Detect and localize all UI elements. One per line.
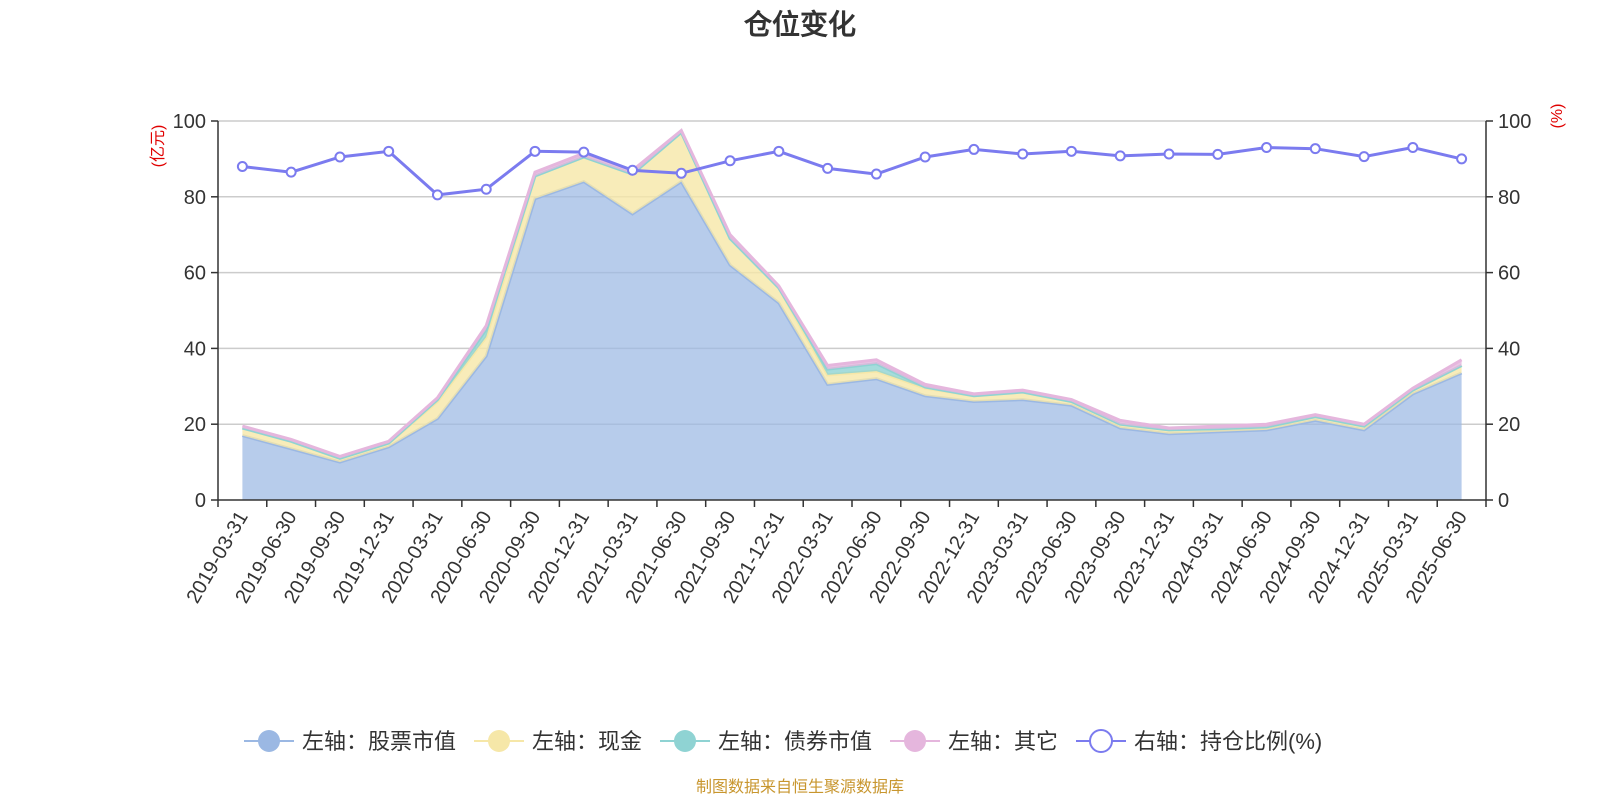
ratio-point[interactable] <box>529 145 541 157</box>
legend-label: 右轴：持仓比例(%) <box>1134 729 1322 754</box>
legend-item-1[interactable]: 左轴：现金 <box>474 729 642 754</box>
ratio-point[interactable] <box>870 168 882 180</box>
legend-marker <box>488 730 510 752</box>
area-0 <box>242 181 1462 500</box>
right-axis-tick-label: 80 <box>1498 187 1520 209</box>
legend-label: 左轴：现金 <box>532 729 642 754</box>
ratio-point[interactable] <box>822 162 834 174</box>
ratio-point[interactable] <box>285 166 297 178</box>
ratio-point[interactable] <box>968 143 980 155</box>
ratio-point[interactable] <box>236 160 248 172</box>
ratio-point[interactable] <box>1017 148 1029 160</box>
ratio-point[interactable] <box>919 151 931 163</box>
left-axis-tick-label: 20 <box>184 414 206 436</box>
left-axis-tick-label: 80 <box>184 187 206 209</box>
left-axis-tick-label: 60 <box>184 263 206 285</box>
ratio-point[interactable] <box>1407 142 1419 154</box>
ratio-point[interactable] <box>1358 151 1370 163</box>
ratio-point[interactable] <box>1163 148 1175 160</box>
legend-item-0[interactable]: 左轴：股票市值 <box>244 729 456 754</box>
legend-label: 左轴：股票市值 <box>302 729 456 754</box>
ratio-point[interactable] <box>675 167 687 179</box>
ratio-point[interactable] <box>1261 142 1273 154</box>
legend-marker <box>1089 729 1113 753</box>
ratio-point[interactable] <box>1212 148 1224 160</box>
legend-item-3[interactable]: 左轴：其它 <box>890 729 1058 754</box>
chart-title: 仓位变化 <box>744 8 856 40</box>
ratio-point[interactable] <box>1309 143 1321 155</box>
legend-marker <box>904 730 926 752</box>
right-axis-tick-label: 0 <box>1498 490 1509 512</box>
ratio-point[interactable] <box>578 146 590 158</box>
stacked-areas <box>242 128 1463 500</box>
ratio-point[interactable] <box>480 183 492 195</box>
ratio-point[interactable] <box>1114 150 1126 162</box>
legend-label: 左轴：债券市值 <box>718 729 872 754</box>
source-note: 制图数据来自恒生聚源数据库 <box>696 778 904 796</box>
legend-item-4[interactable]: 右轴：持仓比例(%) <box>1076 729 1322 754</box>
ratio-point[interactable] <box>431 189 443 201</box>
legend-label: 左轴：其它 <box>948 729 1058 754</box>
ratio-point[interactable] <box>627 164 639 176</box>
legend: 左轴：股票市值 左轴：现金 左轴：债券市值 左轴：其它 右轴：持仓比例(%) <box>244 729 1322 754</box>
ratio-point[interactable] <box>724 155 736 167</box>
ratio-point[interactable] <box>383 145 395 157</box>
legend-marker <box>258 730 280 752</box>
right-axis-tick-label: 100 <box>1498 111 1531 133</box>
legend-marker <box>674 730 696 752</box>
left-axis-tick-label: 0 <box>195 490 206 512</box>
right-axis-unit: (%) <box>1549 104 1566 129</box>
right-axis-tick-label: 60 <box>1498 263 1520 285</box>
left-axis-tick-label: 100 <box>173 111 206 133</box>
holding-ratio-series <box>236 142 1468 201</box>
legend-item-2[interactable]: 左轴：债券市值 <box>660 729 872 754</box>
left-axis-tick-label: 40 <box>184 338 206 360</box>
right-axis-tick-label: 20 <box>1498 414 1520 436</box>
ratio-point[interactable] <box>773 145 785 157</box>
ratio-point[interactable] <box>1456 153 1468 165</box>
right-axis-tick-label: 40 <box>1498 338 1520 360</box>
ratio-line <box>242 145 1462 197</box>
ratio-point[interactable] <box>1065 145 1077 157</box>
left-axis-unit: (亿元) <box>149 125 167 168</box>
ratio-point[interactable] <box>334 151 346 163</box>
area-top-line-3 <box>242 128 1463 458</box>
